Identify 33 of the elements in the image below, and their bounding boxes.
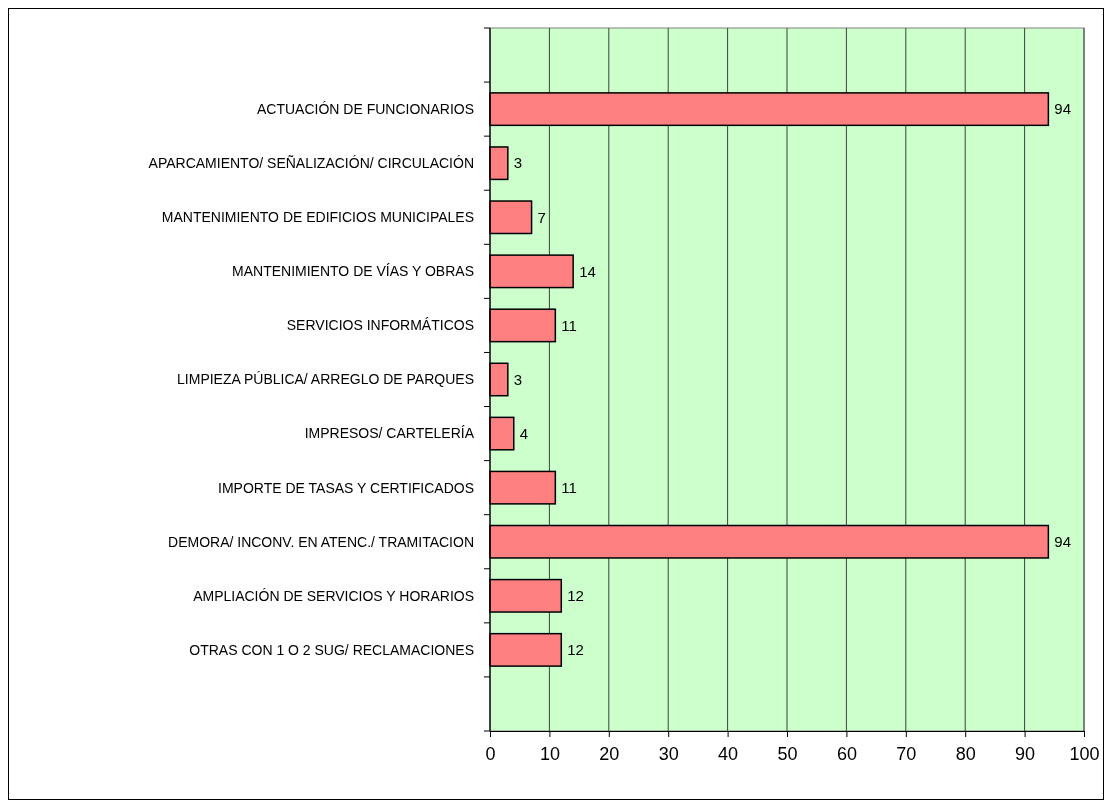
y-tick-label: AMPLIACIÓN DE SERVICIOS Y HORARIOS — [193, 587, 474, 604]
data-label: 11 — [561, 478, 577, 496]
y-tick-label: MANTENIMIENTO DE VÍAS Y OBRAS — [232, 263, 474, 280]
y-tick-label: LIMPIEZA PÚBLICA/ ARREGLO DE PARQUES — [177, 371, 474, 388]
y-tick-label: IMPRESOS/ CARTELERÍA — [304, 425, 475, 442]
data-label: 94 — [1054, 100, 1072, 118]
x-tick-label: 100 — [1069, 743, 1100, 764]
y-tick-label: MANTENIMIENTO DE EDIFICIOS MUNICIPALES — [161, 209, 474, 226]
y-tick-label: OTRAS CON 1 O 2 SUG/ RECLAMACIONES — [189, 641, 474, 658]
x-tick-label: 30 — [658, 743, 679, 764]
y-tick-label: IMPORTE DE TASAS Y CERTIFICADOS — [218, 479, 474, 496]
data-label: 3 — [513, 154, 523, 172]
x-tick-label: 10 — [539, 743, 560, 764]
data-label: 12 — [567, 641, 584, 659]
data-label: 4 — [519, 424, 529, 442]
data-label: 11 — [561, 316, 577, 334]
x-tick-label: 20 — [599, 743, 620, 764]
data-label: 3 — [513, 370, 523, 388]
y-tick-label: DEMORA/ INCONV. EN ATENC./ TRAMITACION — [168, 533, 474, 550]
x-tick-label: 70 — [896, 743, 917, 764]
x-tick-label: 50 — [777, 743, 798, 764]
data-label: 12 — [567, 587, 584, 605]
y-tick-label: SERVICIOS INFORMÁTICOS — [286, 317, 474, 334]
x-tick-label: 60 — [836, 743, 857, 764]
y-tick-label: APARCAMIENTO/ SEÑALIZACIÓN/ CIRCULACIÓN — [148, 155, 474, 172]
x-tick-label: 80 — [955, 743, 976, 764]
data-label: 14 — [579, 262, 596, 280]
x-tick-label: 0 — [485, 743, 496, 764]
data-label: 94 — [1054, 532, 1072, 550]
data-label: 7 — [537, 208, 546, 226]
x-tick-label: 90 — [1015, 743, 1036, 764]
y-tick-label: ACTUACIÓN DE FUNCIONARIOS — [256, 101, 474, 118]
x-tick-label: 40 — [718, 743, 739, 764]
